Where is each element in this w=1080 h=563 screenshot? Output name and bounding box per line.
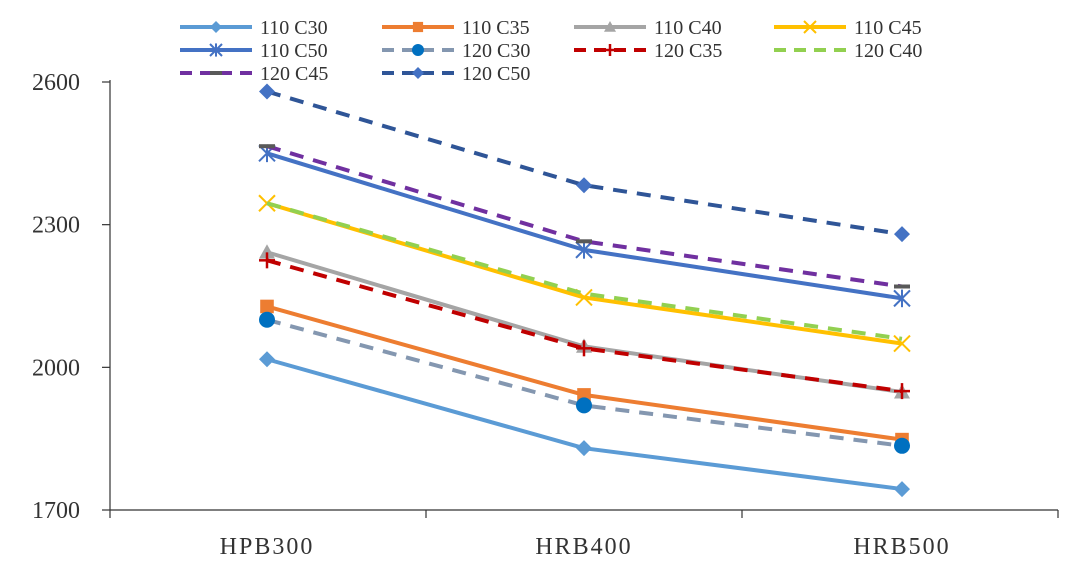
legend-label: 120 C50 — [462, 63, 530, 85]
legend-swatch-marker — [209, 43, 223, 57]
axes: 1700 2000 2300 2600 HPB300 HRB400 HRB500 — [32, 70, 1059, 560]
legend-item: 110 C35 — [382, 17, 530, 39]
legend-item: 120 C30 — [382, 40, 530, 62]
data-point — [894, 383, 910, 400]
data-point — [260, 299, 274, 314]
series-120-c45 — [259, 144, 910, 289]
legend-item: 110 C30 — [180, 17, 328, 39]
legend-swatch-marker — [412, 21, 424, 33]
data-point — [576, 340, 592, 357]
legend-label: 110 C40 — [654, 17, 722, 39]
data-point — [576, 177, 592, 194]
series-120-c40 — [266, 201, 903, 341]
data-point — [894, 481, 910, 498]
series-110-c35 — [260, 299, 909, 447]
series-110-c30 — [259, 351, 910, 498]
legend-label: 110 C50 — [260, 40, 328, 62]
data-point — [576, 397, 592, 414]
data-point — [894, 437, 910, 454]
data-point — [894, 226, 910, 243]
legend-item: 120 C50 — [382, 63, 530, 85]
data-point — [259, 252, 275, 269]
legend-swatch-marker — [803, 20, 817, 34]
data-point — [259, 244, 275, 259]
y-tick-label: 2600 — [32, 70, 80, 96]
series-line — [266, 201, 903, 341]
legend-item: 120 C45 — [180, 63, 328, 85]
series-110-c50 — [258, 144, 911, 308]
legend-label: 120 C30 — [462, 40, 530, 62]
legend-swatch-marker — [604, 21, 616, 32]
data-point — [576, 440, 592, 457]
legend-swatch-marker — [604, 44, 616, 56]
data-point — [893, 289, 911, 308]
legend-item: 120 C35 — [574, 40, 722, 62]
series-110-c40 — [259, 244, 910, 399]
legend-label: 110 C45 — [854, 17, 922, 39]
legend-label: 120 C45 — [260, 63, 328, 85]
x-tick-label: HPB300 — [220, 534, 315, 560]
data-point — [575, 241, 593, 259]
legend-label: 120 C40 — [854, 40, 922, 62]
series-line — [266, 317, 903, 448]
legend-item: 110 C50 — [180, 40, 328, 62]
legend-label: 110 C35 — [462, 17, 530, 39]
y-tick-label: 2000 — [32, 355, 80, 381]
series-line — [266, 144, 903, 289]
data-point — [893, 334, 911, 353]
data-point — [259, 311, 275, 328]
legend-swatch-marker — [412, 44, 424, 56]
legend-item: 110 C45 — [774, 17, 922, 39]
series-120-c50 — [259, 83, 910, 243]
legend-item: 110 C40 — [574, 17, 722, 39]
series-120-c30 — [259, 311, 910, 454]
x-tick-label: HRB400 — [535, 534, 632, 560]
y-tick-label: 1700 — [32, 498, 80, 524]
legend-label: 110 C30 — [260, 17, 328, 39]
data-point — [259, 83, 275, 100]
series-120-c35 — [259, 252, 910, 400]
series-line — [266, 258, 903, 394]
legend-swatch-marker — [412, 67, 424, 79]
x-tick-label: HRB500 — [853, 534, 950, 560]
series-line — [266, 89, 903, 237]
data-point — [259, 351, 275, 368]
legend-swatch-marker — [210, 21, 222, 33]
series-layer — [258, 83, 911, 498]
legend-label: 120 C35 — [654, 40, 722, 62]
y-tick-label: 2300 — [32, 213, 80, 239]
legend-item: 120 C40 — [774, 40, 922, 62]
